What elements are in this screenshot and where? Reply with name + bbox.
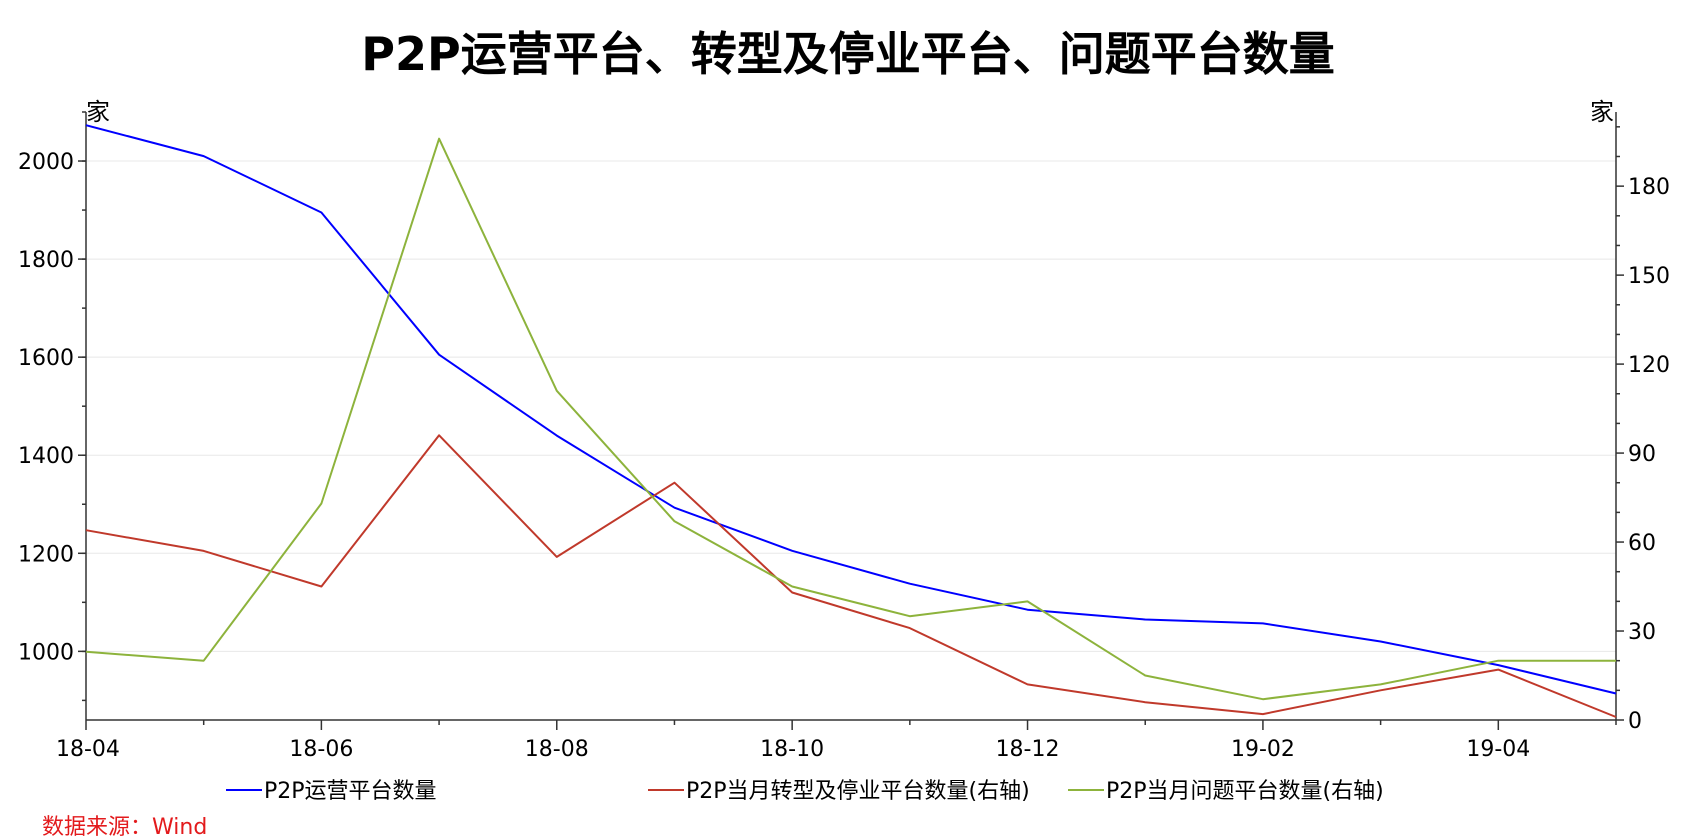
x-tick-label: 19-04 bbox=[1466, 737, 1530, 762]
left-y-ticks: 1000 1200 1400 1600 1800 2000 bbox=[18, 111, 86, 702]
series-line-3 bbox=[85, 137, 1616, 701]
series bbox=[85, 124, 1617, 718]
legend-label: P2P运营平台数量 bbox=[264, 779, 437, 804]
right-y-tick-label: 180 bbox=[1628, 175, 1670, 200]
chart-title: P2P运营平台、转型及停业平台、问题平台数量 bbox=[361, 27, 1334, 81]
x-tick-label: 18-12 bbox=[996, 737, 1060, 762]
x-tick-label: 18-04 bbox=[56, 737, 120, 762]
x-tick-label: 18-08 bbox=[525, 737, 589, 762]
x-tick-label: 18-10 bbox=[760, 737, 824, 762]
right-y-tick-label: 60 bbox=[1628, 531, 1656, 556]
series-line-1 bbox=[85, 124, 1617, 695]
legend-label: P2P当月问题平台数量(右轴) bbox=[1106, 779, 1384, 804]
right-y-ticks: 0 30 60 90 120 150 180 bbox=[1616, 126, 1670, 734]
grid bbox=[86, 160, 1616, 652]
legend-label: P2P当月转型及停业平台数量(右轴) bbox=[686, 779, 1030, 804]
series-line-2 bbox=[85, 434, 1617, 718]
legend: P2P运营平台数量 P2P当月转型及停业平台数量(右轴) P2P当月问题平台数量(右… bbox=[226, 779, 1384, 804]
right-y-tick-label: 90 bbox=[1628, 442, 1656, 467]
left-y-tick-label: 2000 bbox=[18, 150, 74, 175]
x-tick-label: 18-06 bbox=[289, 737, 353, 762]
right-y-tick-label: 120 bbox=[1628, 353, 1670, 378]
source-note: 数据来源：Wind bbox=[42, 815, 207, 840]
left-y-tick-label: 1800 bbox=[18, 248, 74, 273]
right-axis-unit: 家 bbox=[1590, 98, 1614, 126]
x-ticks: 18-04 18-06 18-08 18-10 18-12 19-02 19-04 bbox=[56, 720, 1617, 762]
left-y-tick-label: 1600 bbox=[18, 346, 74, 371]
left-y-tick-label: 1200 bbox=[18, 542, 74, 567]
left-axis-unit: 家 bbox=[86, 98, 110, 126]
right-y-tick-label: 150 bbox=[1628, 264, 1670, 289]
x-tick-label: 19-02 bbox=[1231, 737, 1295, 762]
left-y-tick-label: 1400 bbox=[18, 444, 74, 469]
right-y-tick-label: 0 bbox=[1628, 709, 1642, 734]
left-y-tick-label: 1000 bbox=[18, 640, 74, 665]
right-y-tick-label: 30 bbox=[1628, 620, 1656, 645]
